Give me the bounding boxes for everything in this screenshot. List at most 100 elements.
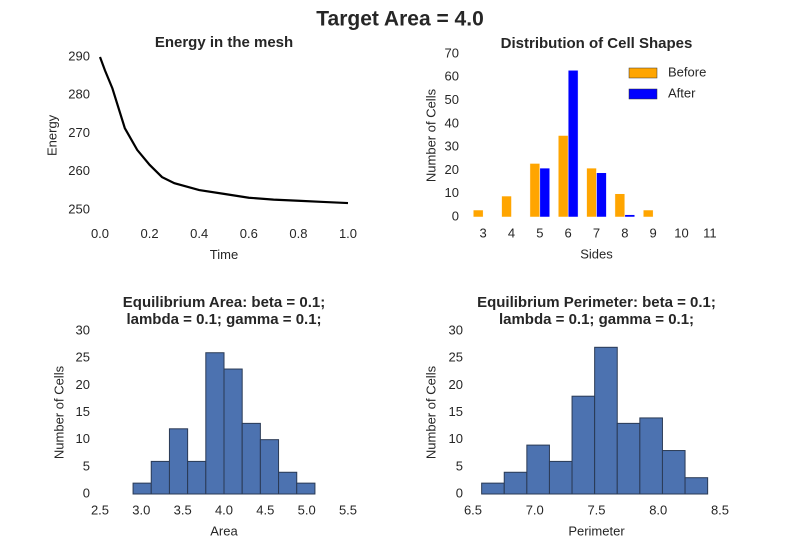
y-axis-label: Energy bbox=[44, 114, 59, 156]
bar bbox=[529, 163, 541, 218]
x-axis-label: Time bbox=[210, 247, 238, 262]
bar bbox=[501, 195, 512, 218]
x-tick-label: 4.0 bbox=[215, 502, 233, 517]
histogram-bar bbox=[205, 352, 225, 495]
x-tick-label: 3.0 bbox=[132, 502, 150, 517]
legend-label: After bbox=[668, 85, 696, 100]
y-tick-label: 250 bbox=[68, 201, 90, 216]
x-tick-label: 6.5 bbox=[464, 502, 482, 517]
x-tick-label: 4.5 bbox=[256, 502, 274, 517]
y-tick-label: 20 bbox=[76, 377, 90, 392]
histogram-bar bbox=[132, 482, 152, 495]
x-tick-label: 6 bbox=[565, 225, 572, 240]
histogram-bar bbox=[481, 482, 505, 495]
chart-title: Energy in the mesh bbox=[155, 34, 293, 51]
histogram-bar bbox=[594, 346, 618, 495]
histogram-bar bbox=[150, 460, 170, 495]
y-tick-label: 50 bbox=[445, 92, 459, 107]
legend-swatch bbox=[628, 88, 658, 100]
x-tick-label: 0.8 bbox=[289, 226, 307, 241]
y-tick-label: 25 bbox=[76, 350, 90, 365]
y-tick-label: 0 bbox=[83, 485, 90, 500]
chart-title: lambda = 0.1; gamma = 0.1; bbox=[499, 311, 694, 328]
y-tick-label: 20 bbox=[445, 162, 459, 177]
x-tick-label: 4 bbox=[508, 225, 515, 240]
x-tick-label: 2.5 bbox=[91, 502, 109, 517]
bar bbox=[596, 172, 607, 218]
x-tick-label: 5.5 bbox=[339, 502, 357, 517]
y-tick-label: 270 bbox=[68, 125, 90, 140]
x-tick-label: 10 bbox=[674, 225, 688, 240]
chart-title: lambda = 0.1; gamma = 0.1; bbox=[126, 311, 321, 328]
y-tick-label: 15 bbox=[76, 404, 90, 419]
x-axis-label: Area bbox=[210, 523, 238, 538]
x-tick-label: 0.6 bbox=[240, 226, 258, 241]
histogram-bar bbox=[223, 368, 243, 495]
y-axis-label: Number of Cells bbox=[423, 88, 438, 182]
y-tick-label: 10 bbox=[449, 431, 463, 446]
x-tick-label: 11 bbox=[703, 225, 717, 240]
y-tick-label: 0 bbox=[452, 208, 459, 223]
histogram-bar bbox=[684, 477, 709, 495]
x-tick-label: 8 bbox=[621, 225, 628, 240]
x-tick-label: 7 bbox=[593, 225, 600, 240]
histogram-bar bbox=[503, 471, 528, 495]
legend-swatch bbox=[628, 67, 658, 79]
bar bbox=[567, 70, 579, 218]
y-tick-label: 30 bbox=[449, 322, 463, 337]
x-tick-label: 8.0 bbox=[649, 502, 667, 517]
histogram-bar bbox=[526, 444, 550, 495]
x-axis-label: Sides bbox=[580, 246, 613, 261]
y-tick-label: 10 bbox=[445, 185, 459, 200]
x-tick-label: 3 bbox=[480, 225, 487, 240]
legend-label: Before bbox=[668, 64, 706, 79]
bar bbox=[586, 167, 597, 218]
histogram-bar bbox=[278, 471, 298, 495]
histogram-bar bbox=[548, 460, 573, 495]
y-tick-label: 30 bbox=[445, 139, 459, 154]
y-tick-label: 60 bbox=[445, 69, 459, 84]
y-tick-label: 30 bbox=[76, 322, 90, 337]
chart-title: Equilibrium Area: beta = 0.1; bbox=[123, 294, 325, 311]
y-tick-label: 40 bbox=[445, 115, 459, 130]
x-axis-label: Perimeter bbox=[568, 523, 625, 538]
bar bbox=[558, 135, 569, 218]
y-tick-label: 260 bbox=[68, 163, 90, 178]
bar bbox=[624, 214, 635, 218]
histogram-bar bbox=[616, 422, 641, 495]
histogram-bar bbox=[639, 417, 663, 495]
x-tick-label: 5 bbox=[536, 225, 543, 240]
histogram-bar bbox=[661, 450, 686, 495]
figure-title: Target Area = 4.0 bbox=[316, 8, 484, 31]
histogram-bar bbox=[296, 482, 316, 495]
y-tick-label: 25 bbox=[449, 350, 463, 365]
line bbox=[98, 56, 349, 205]
y-tick-label: 5 bbox=[456, 458, 463, 473]
y-tick-label: 5 bbox=[83, 458, 90, 473]
x-tick-label: 8.5 bbox=[711, 502, 729, 517]
y-tick-label: 20 bbox=[449, 377, 463, 392]
y-tick-label: 15 bbox=[449, 404, 463, 419]
x-tick-label: 0.0 bbox=[91, 226, 109, 241]
x-tick-label: 1.0 bbox=[339, 226, 357, 241]
x-tick-label: 7.5 bbox=[587, 502, 605, 517]
y-tick-label: 70 bbox=[445, 45, 459, 60]
y-tick-label: 10 bbox=[76, 431, 90, 446]
x-tick-label: 7.0 bbox=[526, 502, 544, 517]
x-tick-label: 3.5 bbox=[174, 502, 192, 517]
bar bbox=[473, 209, 484, 218]
bar bbox=[539, 167, 550, 218]
x-tick-label: 0.4 bbox=[190, 226, 208, 241]
histogram-bar bbox=[241, 422, 261, 495]
x-tick-label: 0.2 bbox=[141, 226, 159, 241]
chart-title: Distribution of Cell Shapes bbox=[501, 35, 693, 52]
bar bbox=[643, 209, 654, 218]
histogram-bar bbox=[187, 460, 207, 495]
x-tick-label: 9 bbox=[650, 225, 657, 240]
histogram-bar bbox=[168, 428, 189, 495]
y-axis-label: Number of Cells bbox=[423, 365, 438, 459]
y-tick-label: 280 bbox=[68, 87, 90, 102]
y-tick-label: 290 bbox=[68, 48, 90, 63]
histogram-bar bbox=[259, 439, 280, 495]
